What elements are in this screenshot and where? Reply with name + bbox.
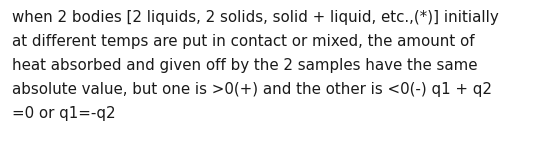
Text: when 2 bodies [2 liquids, 2 solids, solid + liquid, etc.,(*)] initially: when 2 bodies [2 liquids, 2 solids, soli… — [12, 10, 499, 25]
Text: absolute value, but one is >0(+) and the other is <0(-) q1 + q2: absolute value, but one is >0(+) and the… — [12, 82, 492, 97]
Text: at different temps are put in contact or mixed, the amount of: at different temps are put in contact or… — [12, 34, 475, 49]
Text: heat absorbed and given off by the 2 samples have the same: heat absorbed and given off by the 2 sam… — [12, 58, 478, 73]
Text: =0 or q1=-q2: =0 or q1=-q2 — [12, 106, 116, 121]
